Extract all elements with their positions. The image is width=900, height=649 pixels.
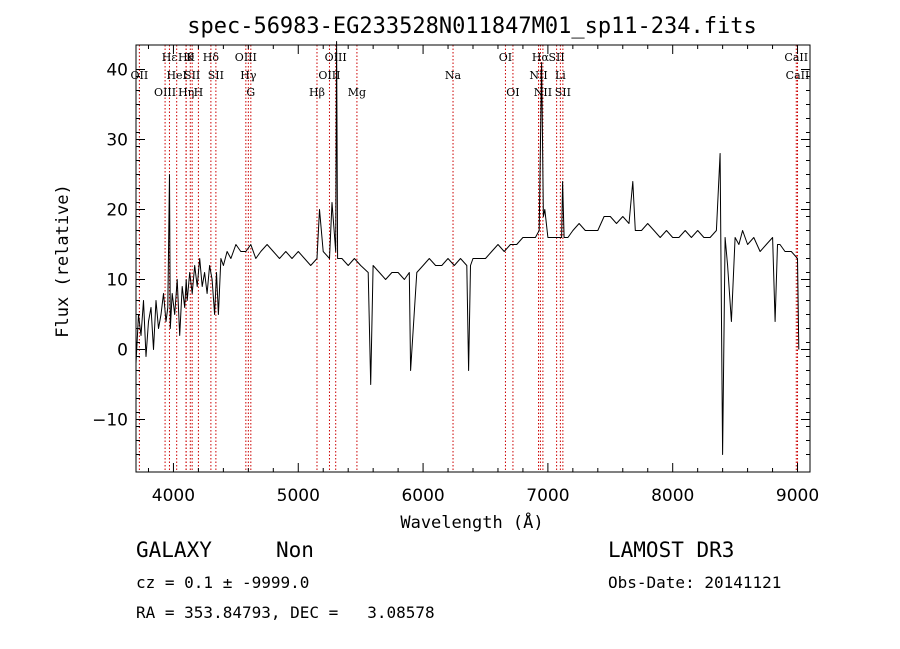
line-marker-label-5: Hη <box>178 86 194 99</box>
line-marker-label-24: SII <box>549 51 565 64</box>
line-marker-label-28: CaII <box>786 69 810 82</box>
line-marker-label-2: Hε <box>162 51 178 64</box>
y-tick-label-0: −10 <box>92 411 128 431</box>
line-marker-label-26: SII <box>555 86 571 99</box>
line-marker-label-22: Hα <box>532 51 550 64</box>
line-marker-label-20: OI <box>506 86 519 99</box>
line-marker-label-17: Mg <box>348 86 366 99</box>
line-marker-label-19: OI <box>499 51 512 64</box>
x-tick-label-0: 4000 <box>152 486 195 506</box>
y-tick-label-2: 10 <box>106 271 128 291</box>
line-marker-label-12: Hγ <box>240 69 257 82</box>
y-tick-label-3: 20 <box>106 201 128 221</box>
line-marker-label-25: Li <box>555 69 566 82</box>
line-marker-label-7: SII <box>184 69 200 82</box>
line-marker-label-8: H <box>194 86 204 99</box>
x-tick-label-4: 8000 <box>651 486 694 506</box>
x-tick-label-1: 5000 <box>277 486 320 506</box>
y-tick-label-1: 0 <box>117 341 128 361</box>
x-tick-label-3: 7000 <box>526 486 569 506</box>
line-marker-label-0: OII <box>131 69 149 82</box>
y-tick-label-5: 40 <box>106 61 128 81</box>
coordinates-line: RA = 353.84793, DEC = 3.08578 <box>136 603 435 622</box>
line-marker-label-27: CaII <box>784 51 808 64</box>
y-axis-label: Flux (relative) <box>53 184 73 338</box>
line-marker-label-1: OIII <box>154 86 176 99</box>
line-marker-label-15: OIII <box>318 69 340 82</box>
redshift-line: cz = 0.1 ± -9999.0 <box>136 573 310 592</box>
line-marker-label-18: Na <box>445 69 462 82</box>
x-axis-label: Wavelength (Å) <box>400 511 543 533</box>
line-marker-group <box>138 45 799 472</box>
spectrum-line-0 <box>135 41 800 455</box>
line-marker-label-21: NII <box>529 69 547 82</box>
line-marker-label-3: HeI <box>166 69 186 82</box>
line-marker-label-4: Hθ <box>178 51 195 64</box>
x-axis: 4000 5000 6000 7000 8000 9000 <box>147 45 819 506</box>
line-marker-label-16: OIII <box>325 51 347 64</box>
subclass-label: Non <box>276 538 314 562</box>
y-axis: −10 0 10 20 30 40 <box>92 61 810 455</box>
line-marker-label-6: K <box>186 51 195 64</box>
line-marker-label-10: SII <box>208 69 224 82</box>
line-marker-label-23: NII <box>534 86 552 99</box>
obs-date-line: Obs-Date: 20141121 <box>608 573 782 592</box>
y-tick-label-4: 30 <box>106 131 128 151</box>
line-marker-label-13: G <box>246 86 255 99</box>
line-marker-label-14: Hβ <box>309 86 325 99</box>
x-tick-label-5: 9000 <box>776 486 819 506</box>
survey-label: LAMOST DR3 <box>608 538 735 562</box>
chart-title: spec-56983-EG233528N011847M01_sp11-234.f… <box>187 14 757 39</box>
x-tick-label-2: 6000 <box>401 486 444 506</box>
line-marker-label-11: OIII <box>235 51 257 64</box>
spectrum-series <box>135 41 800 455</box>
classification-label: GALAXY <box>136 538 212 562</box>
line-marker-label-9: Hδ <box>203 51 220 64</box>
